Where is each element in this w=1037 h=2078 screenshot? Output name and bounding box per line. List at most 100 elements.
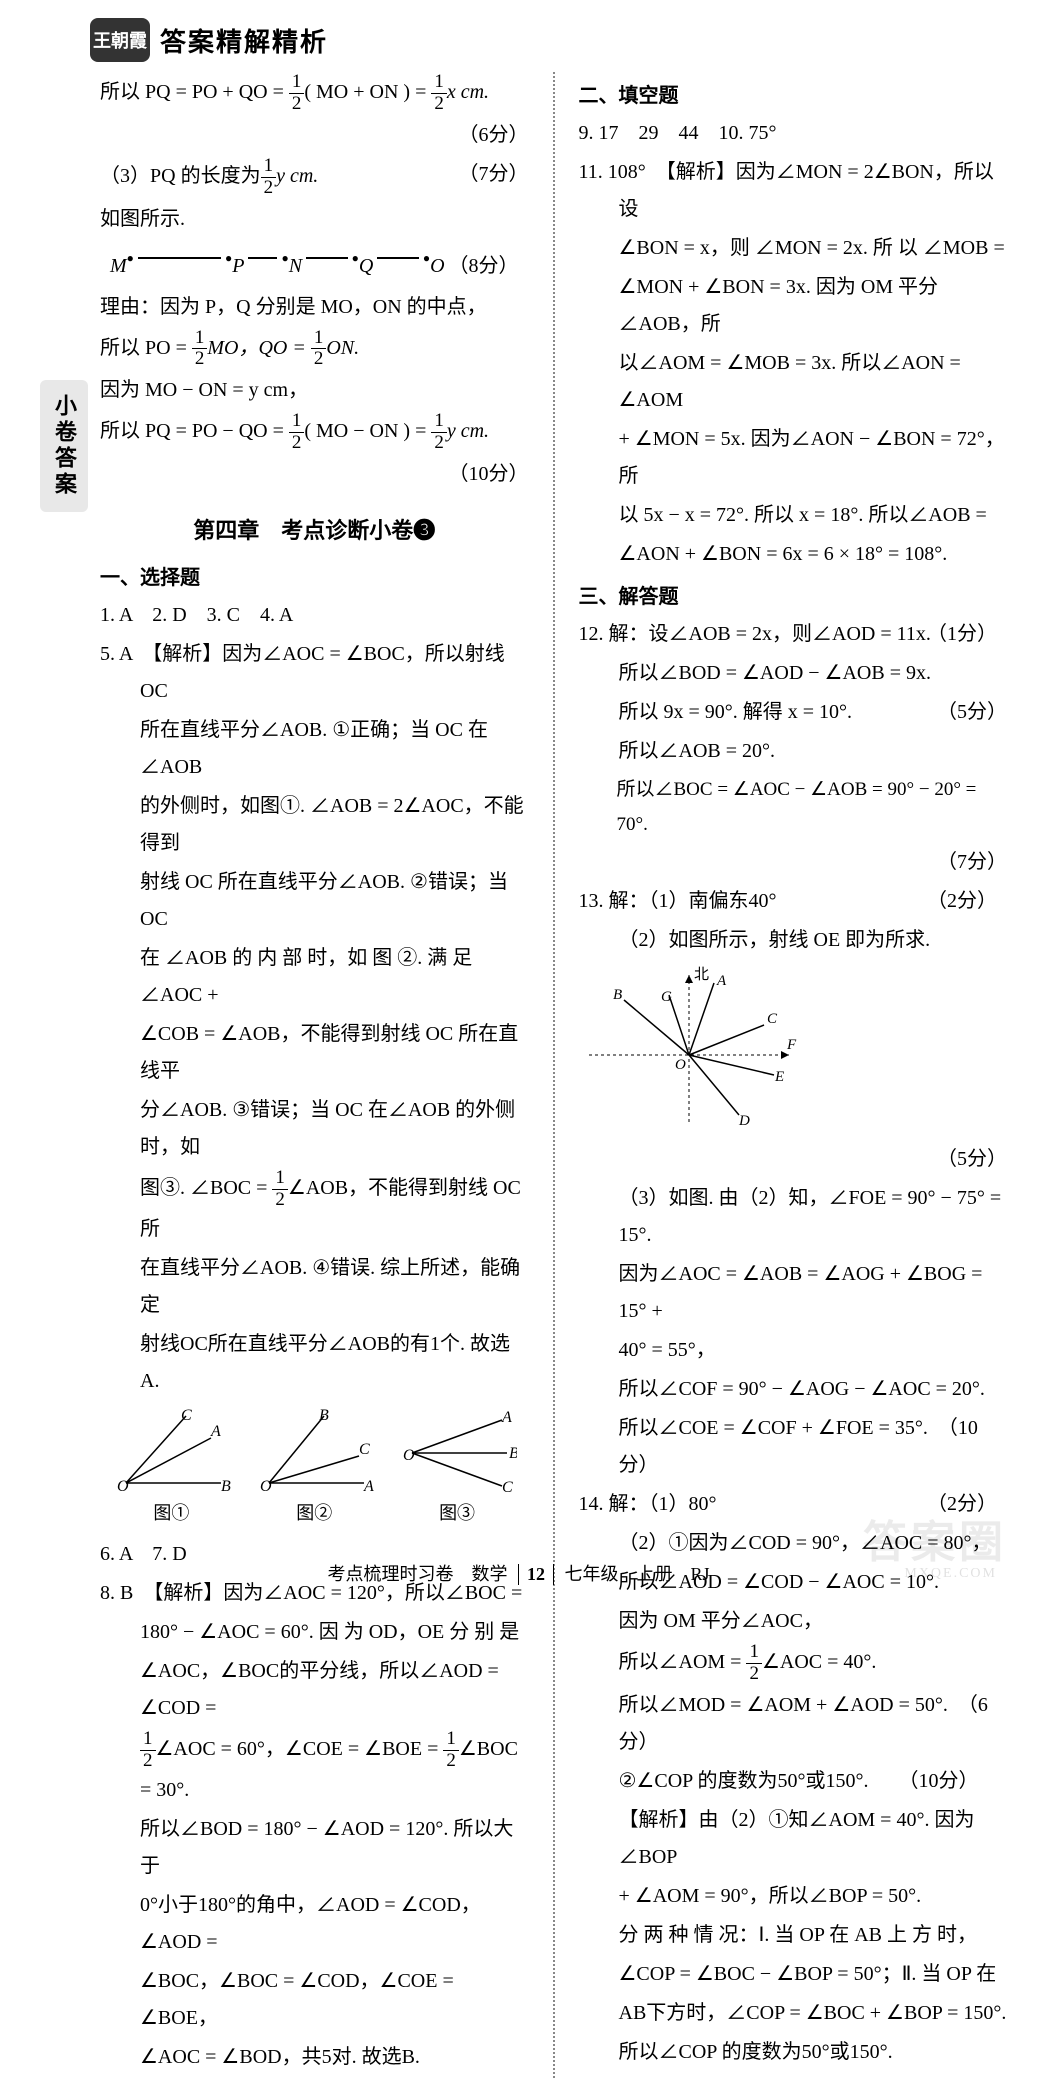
svg-text:A: A [210, 1423, 221, 1440]
q14-l9: + ∠AOM = 90°，所以∠BOP = 50°. [579, 1878, 1008, 1915]
q12-l3: 所以 9x = 90°. 解得 x = 10°.（5分） [579, 694, 1008, 731]
svg-text:C: C [181, 1408, 192, 1424]
section-title: 第四章 考点诊断小卷❸ [100, 511, 529, 552]
q8-b2: 所以∠BOD = 180° − ∠AOD = 120°. 所以大于 [100, 1811, 529, 1885]
d: 2 [272, 1190, 288, 1211]
fig-label-3: 图③ [439, 1497, 475, 1530]
header-title: 答案精解精析 [160, 22, 328, 59]
pre-line-6: 因为 MO − ON = y cm， [100, 372, 529, 409]
q14-l8: 【解析】由（2）①知∠AOM = 40°. 因为∠BOP [579, 1802, 1008, 1876]
score-text: （6分） [459, 117, 529, 154]
score: （6分） [100, 117, 529, 154]
compass-figure: 北 A B G C F E D O [579, 965, 1008, 1135]
svg-text:B: B [613, 987, 622, 1003]
score-text: （10分） [449, 456, 529, 493]
q5-b3: 在 ∠AOB 的 内 部 时，如 图 ②. 满 足 ∠AOC + [100, 940, 529, 1014]
den: 2 [261, 178, 277, 199]
q13-l4: 因为∠AOC = ∠AOB = ∠AOG + ∠BOG = 15° + [579, 1256, 1008, 1330]
n: 1 [140, 1729, 156, 1751]
d: 2 [289, 433, 305, 454]
svg-text:C: C [767, 1011, 778, 1027]
right-column: 二、填空题 9. 17 29 44 10. 75° 11. 108° 【解析】因… [579, 72, 1008, 2078]
n: 1 [431, 411, 447, 433]
d: 2 [140, 1751, 156, 1772]
q13-l2: （2）如图所示，射线 OE 即为所求. [579, 922, 1008, 959]
q8-b4: ∠BOC，∠BOC = ∠COD，∠COE = ∠BOE， [100, 1963, 529, 2037]
text: 13. 解：（1）南偏东40° [579, 890, 777, 912]
svg-text:C: C [502, 1479, 513, 1493]
d: 2 [443, 1751, 459, 1772]
q14-l12: AB下方时，∠COP = ∠BOC + ∠BOP = 150°. [579, 1995, 1008, 2032]
score: （10分） [100, 456, 529, 493]
n: 1 [443, 1729, 459, 1751]
q12-l5: 所以∠BOC = ∠AOC − ∠AOB = 90° − 20° = 70°. [579, 772, 1008, 842]
left-column: 所以 PQ = PO + QO = 12( MO + ON ) = 12x cm… [100, 72, 529, 2078]
d: 2 [746, 1664, 762, 1685]
svg-text:E: E [774, 1069, 784, 1085]
pre-line-7: 所以 PQ = PO − QO = 12( MO − ON ) = 12y cm… [100, 411, 529, 454]
q14-l7: ②∠COP 的度数为50°或150°. （10分） [579, 1763, 1008, 1800]
pre-line-2: （3）PQ 的长度为12y cm. （7分） [100, 156, 529, 199]
den: 2 [431, 94, 447, 115]
q5-b7: 射线OC所在直线平分∠AOB的有1个. 故选A. [100, 1326, 529, 1400]
svg-text:A: A [363, 1478, 374, 1493]
footer-page: 12 [518, 1564, 554, 1585]
point-q: Q [359, 248, 373, 285]
n: 1 [289, 411, 305, 433]
svg-text:G: G [661, 989, 672, 1005]
q8-b0: 180° − ∠AOC = 60°. 因 为 OD，OE 分 别 是 [100, 1614, 529, 1651]
score-text: （8分） [449, 248, 519, 285]
text: MO，QO = [207, 337, 311, 359]
q13-l6: 所以∠COF = 90° − ∠AOG − ∠AOC = 20°. [579, 1371, 1008, 1408]
pre-line-3: 如图所示. [100, 201, 529, 238]
q12-l2: 所以∠BOD = ∠AOD − ∠AOB = 9x. [579, 655, 1008, 692]
svg-text:F: F [786, 1037, 797, 1053]
q11-b5: ∠AON + ∠BON = 6x = 6 × 18° = 108°. [579, 536, 1008, 573]
q13-l3: （3）如图. 由（2）知，∠FOE = 90° − 75° = 15°. [579, 1180, 1008, 1254]
svg-text:O: O [403, 1447, 415, 1464]
text: ∠AOC = 40°. [762, 1651, 876, 1673]
point-p: P [232, 248, 244, 285]
n: 1 [192, 328, 208, 350]
header-badge: 王朝霞 [90, 18, 150, 62]
q5-b2: 射线 OC 所在直线平分∠AOB. ②错误；当 OC [100, 864, 529, 938]
q8-b5: ∠AOC = ∠BOD，共5对. 故选B. [100, 2039, 529, 2076]
fig-labels: 图① 图② 图③ [100, 1497, 529, 1530]
d: 2 [431, 433, 447, 454]
svg-text:O: O [260, 1478, 272, 1493]
fig-2: O A C B [254, 1408, 374, 1493]
text: 所以∠AOM = [619, 1651, 747, 1673]
q11-b1: ∠MON + ∠BON = 3x. 因为 OM 平分∠AOB，所 [579, 269, 1008, 343]
pre-line-4: 理由：因为 P，Q 分别是 MO，ON 的中点， [100, 289, 529, 326]
q13-l7: 所以∠COE = ∠COF + ∠FOE = 35°. （10分） [579, 1410, 1008, 1484]
svg-text:A: A [501, 1409, 512, 1426]
text: y cm. [276, 165, 318, 187]
q12-s5: （7分） [579, 844, 1008, 881]
score: （1分） [967, 616, 1007, 653]
score: （5分） [937, 1141, 1007, 1178]
q14-l5: 所以∠AOM = 12∠AOC = 40°. [579, 1642, 1008, 1685]
n: 1 [311, 328, 327, 350]
q14-l11: ∠COP = ∠BOC − ∠BOP = 50°；Ⅱ. 当 OP 在 [579, 1956, 1008, 1993]
q14-l13: 所以∠COP 的度数为50°或150°. [579, 2034, 1008, 2071]
svg-text:B: B [509, 1445, 517, 1462]
svg-text:B: B [319, 1408, 329, 1424]
pre-line-1: 所以 PQ = PO + QO = 12( MO + ON ) = 12x cm… [100, 72, 529, 115]
svg-text:O: O [675, 1057, 686, 1073]
score-text: （7分） [459, 156, 529, 193]
point-o: O [430, 248, 444, 285]
text: 所以 PQ = PO − QO = [100, 420, 289, 442]
svg-text:B: B [221, 1478, 231, 1493]
q12-l4: 所以∠AOB = 20°. [579, 733, 1008, 770]
num: 1 [431, 72, 447, 94]
text: 所以 PQ = PO + QO = [100, 81, 289, 103]
fig-label-2: 图② [296, 1497, 332, 1530]
num: 1 [289, 72, 305, 94]
q14-l6: 所以∠MOD = ∠AOM + ∠AOD = 50°. （6分） [579, 1687, 1008, 1761]
q5-b1: 的外侧时，如图①. ∠AOB = 2∠AOC，不能得到 [100, 788, 529, 862]
line-figure: M● ●P ●N ●Q ●O （8分） [100, 240, 529, 289]
text: 所以 PO = [100, 337, 192, 359]
text: ( MO + ON ) = [304, 81, 431, 103]
score: （2分） [967, 883, 1007, 920]
content-area: 所以 PQ = PO + QO = 12( MO + ON ) = 12x cm… [0, 72, 1037, 2078]
